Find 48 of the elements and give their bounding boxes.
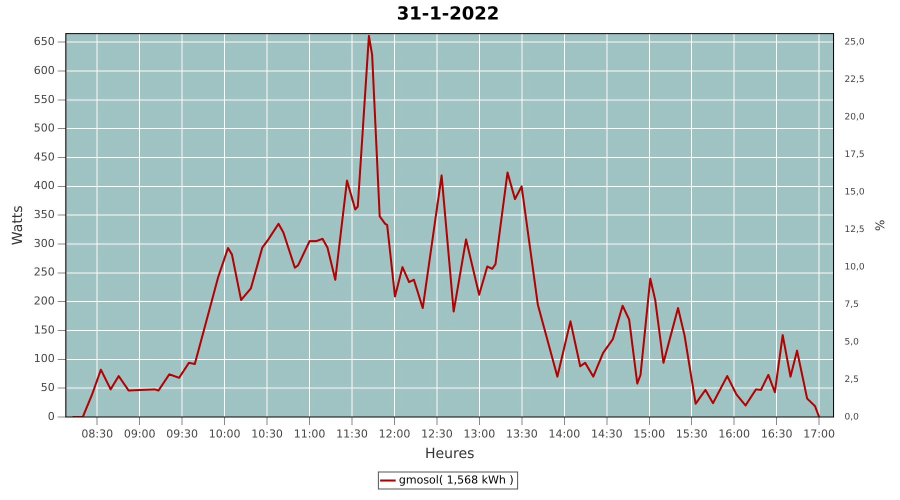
y2-tick-label: 20,0 xyxy=(844,112,865,123)
y2-tick-label: 10,0 xyxy=(844,262,865,272)
x-tick-label: 14:30 xyxy=(590,427,623,440)
y2-tick-label: 17,5 xyxy=(844,150,865,160)
y-axis-title: Watts xyxy=(10,205,26,246)
y2-axis-title: % xyxy=(872,220,887,232)
legend-label: gmosol( 1,568 kWh ) xyxy=(398,473,514,486)
y-tick-label: 50 xyxy=(40,381,55,394)
y-tick-label: 450 xyxy=(34,150,55,164)
y2-tick-label: 2,5 xyxy=(844,374,859,385)
y-tick-label: 600 xyxy=(34,64,55,77)
x-tick-label: 09:30 xyxy=(166,427,198,440)
y-tick-label: 100 xyxy=(34,352,55,366)
y-tick-label: 350 xyxy=(34,208,55,222)
x-tick-label: 12:30 xyxy=(421,427,453,440)
x-tick-label: 08:30 xyxy=(81,427,114,440)
x-tick-label: 14:00 xyxy=(548,427,580,440)
y-tick-label: 0 xyxy=(48,410,55,423)
y-tick-label: 200 xyxy=(34,294,55,308)
y2-tick-label: 5,0 xyxy=(844,337,860,348)
y2-tick-label: 7,5 xyxy=(844,300,859,310)
x-axis-title: Heures xyxy=(424,446,474,462)
y-tick-label: 250 xyxy=(34,266,55,279)
y2-tick-label: 15,0 xyxy=(844,188,865,198)
y-tick-label: 300 xyxy=(34,236,55,250)
x-tick-label: 15:30 xyxy=(676,427,708,440)
x-tick-label: 10:30 xyxy=(251,427,283,440)
x-tick-label: 13:30 xyxy=(506,427,538,440)
chart-title: 31-1-2022 xyxy=(396,3,500,24)
y-tick-label: 400 xyxy=(34,179,55,192)
x-tick-label: 16:30 xyxy=(760,427,793,440)
x-tick-label: 15:00 xyxy=(633,427,666,440)
x-tick-label: 17:00 xyxy=(803,427,835,440)
x-tick-label: 11:30 xyxy=(336,427,368,440)
x-tick-label: 13:00 xyxy=(464,427,496,440)
x-tick-label: 10:00 xyxy=(208,427,240,440)
y2-tick-label: 0,0 xyxy=(844,412,860,422)
y2-tick-label: 25,0 xyxy=(844,38,865,48)
y-tick-label: 500 xyxy=(34,122,55,135)
y-tick-label: 550 xyxy=(34,92,55,106)
y-tick-label: 650 xyxy=(34,35,55,48)
x-tick-label: 12:00 xyxy=(378,427,410,440)
x-tick-label: 11:00 xyxy=(294,427,326,440)
y2-tick-label: 12,5 xyxy=(844,224,865,235)
x-tick-label: 09:00 xyxy=(124,427,156,440)
y-tick-label: 150 xyxy=(34,323,55,336)
y2-tick-label: 22,5 xyxy=(844,75,865,86)
x-tick-label: 16:00 xyxy=(718,427,750,440)
